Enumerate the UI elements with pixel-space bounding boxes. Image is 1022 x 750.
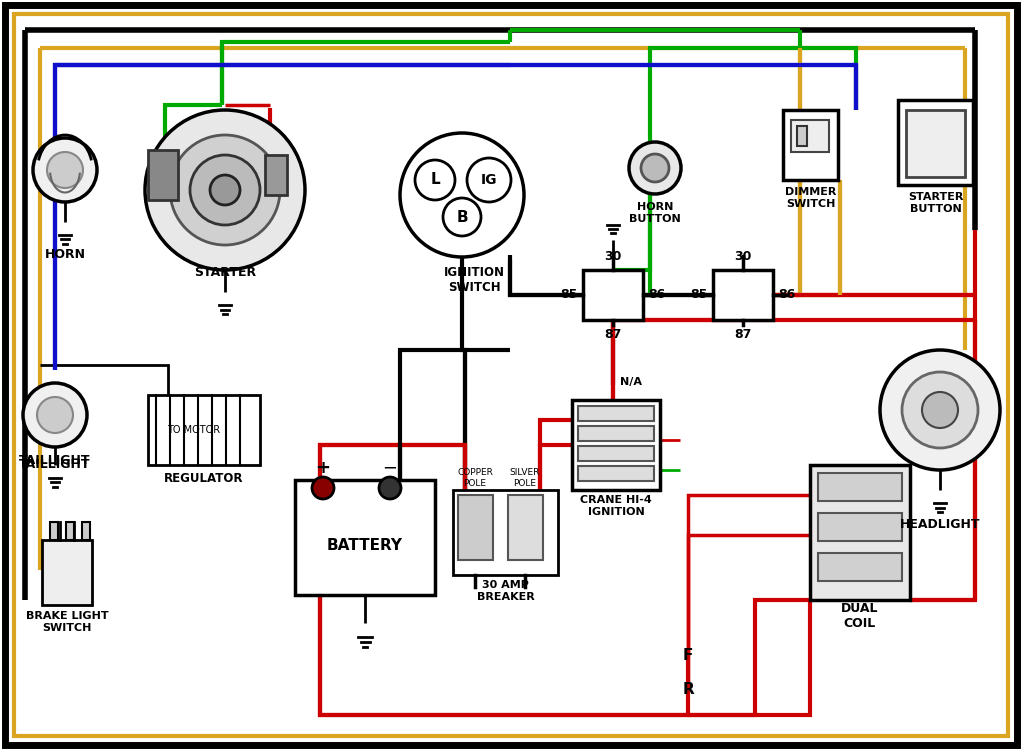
Bar (42, 540, 92, 605)
Text: SILVER
POLE: SILVER POLE (510, 468, 541, 488)
Circle shape (379, 477, 401, 499)
Text: HORN
BUTTON: HORN BUTTON (630, 202, 681, 223)
Text: 87: 87 (604, 328, 621, 340)
Circle shape (210, 175, 240, 205)
Circle shape (24, 383, 87, 447)
Text: 30: 30 (604, 250, 621, 262)
Circle shape (400, 133, 524, 257)
Bar (578, 466, 654, 481)
Bar (578, 426, 654, 441)
Bar (66, 522, 74, 540)
Bar (818, 473, 902, 501)
Text: 85: 85 (560, 289, 577, 302)
Circle shape (902, 372, 978, 448)
Text: DIMMER
SWITCH: DIMMER SWITCH (785, 188, 836, 209)
Text: 85: 85 (690, 289, 707, 302)
Text: F: F (683, 647, 693, 662)
Text: N/A: N/A (620, 377, 642, 387)
Circle shape (190, 155, 260, 225)
Text: 86: 86 (779, 289, 795, 302)
Bar (148, 150, 178, 200)
Text: CRANE HI-4
IGNITION: CRANE HI-4 IGNITION (580, 495, 652, 517)
Bar (583, 270, 643, 320)
Text: L: L (430, 172, 439, 188)
Circle shape (880, 350, 1000, 470)
Text: TO MOTOR: TO MOTOR (168, 425, 221, 435)
Bar (818, 513, 902, 541)
Bar (50, 522, 58, 540)
Bar (791, 120, 829, 152)
Text: TAILLIGHT: TAILLIGHT (19, 454, 91, 466)
Text: BATTERY: BATTERY (327, 538, 403, 553)
Text: STARTER
BUTTON: STARTER BUTTON (908, 192, 963, 214)
Bar (508, 495, 543, 560)
Text: R: R (682, 682, 694, 698)
Bar (295, 480, 435, 595)
Text: DUAL
COIL: DUAL COIL (841, 602, 879, 630)
Bar (783, 110, 838, 180)
Text: HORN: HORN (45, 248, 86, 262)
Circle shape (33, 138, 97, 202)
Circle shape (170, 135, 280, 245)
Bar (453, 490, 558, 575)
Bar (810, 465, 910, 600)
Bar (797, 126, 807, 146)
Bar (898, 100, 973, 185)
Bar (818, 553, 902, 581)
Text: 86: 86 (648, 289, 665, 302)
Bar (82, 522, 90, 540)
Bar (578, 446, 654, 461)
Text: ─: ─ (384, 459, 396, 477)
Text: 30: 30 (735, 250, 752, 262)
Bar (572, 400, 660, 490)
Text: 87: 87 (735, 328, 752, 340)
Circle shape (37, 397, 73, 433)
Bar (148, 395, 260, 465)
Bar (578, 406, 654, 421)
Text: B: B (456, 209, 468, 224)
Circle shape (629, 142, 681, 194)
Text: STARTER: STARTER (194, 266, 257, 278)
Circle shape (922, 392, 958, 428)
Text: IG: IG (480, 173, 498, 187)
Circle shape (312, 477, 334, 499)
Text: BRAKE LIGHT
SWITCH: BRAKE LIGHT SWITCH (26, 611, 108, 633)
Text: 30 AMP
BREAKER: 30 AMP BREAKER (476, 580, 535, 602)
Circle shape (443, 198, 481, 236)
Text: COPPER
POLE: COPPER POLE (457, 468, 493, 488)
Text: TAILLIGHT: TAILLIGHT (19, 458, 91, 472)
Text: REGULATOR: REGULATOR (165, 472, 244, 485)
Bar (265, 155, 287, 195)
Circle shape (415, 160, 455, 200)
Bar (458, 495, 493, 560)
Bar (905, 110, 965, 177)
Text: IGNITION
SWITCH: IGNITION SWITCH (444, 266, 505, 294)
Text: +: + (316, 459, 330, 477)
Circle shape (47, 152, 83, 188)
Bar (713, 270, 773, 320)
Circle shape (145, 110, 305, 270)
Text: HEADLIGHT: HEADLIGHT (899, 518, 980, 532)
Circle shape (641, 154, 669, 182)
Circle shape (467, 158, 511, 202)
